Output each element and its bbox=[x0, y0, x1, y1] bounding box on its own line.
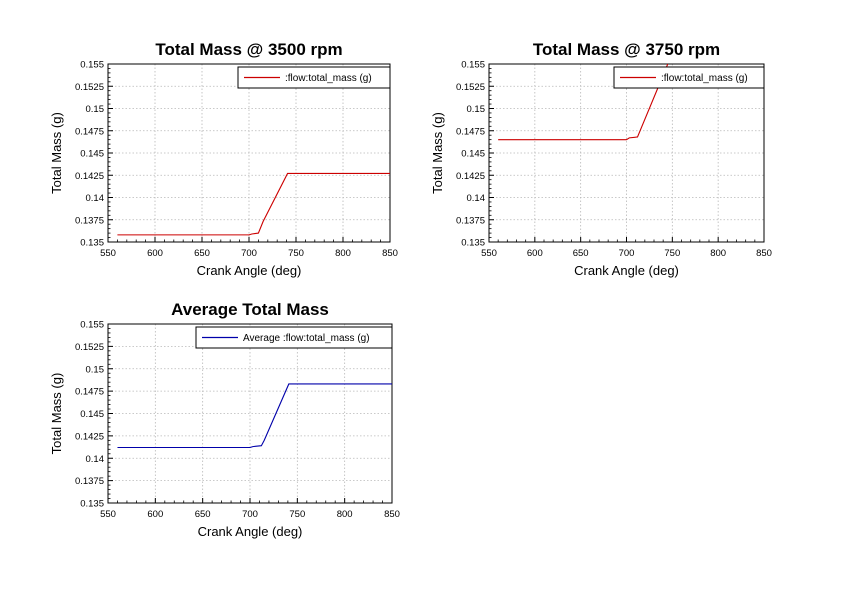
x-tick-label: 750 bbox=[288, 248, 304, 259]
legend-label: :flow:total_mass (g) bbox=[661, 73, 748, 84]
chart-2: 550 600 650 700 750 800 850 0.135 0.1375 0.14 0.14… bbox=[430, 40, 772, 278]
y-tick-label: 0.135 bbox=[80, 238, 104, 249]
y-tick-label: 0.15 bbox=[86, 364, 105, 375]
legend-label: :flow:total_mass (g) bbox=[285, 73, 372, 84]
y-tick-label: 0.155 bbox=[80, 320, 104, 331]
legend-box bbox=[237, 66, 391, 89]
y-tick-label: 0.1425 bbox=[456, 171, 485, 182]
y-tick-label: 0.135 bbox=[461, 238, 485, 249]
y-tick-label: 0.1425 bbox=[75, 171, 104, 182]
y-axis-label: Total Mass (g) bbox=[49, 112, 64, 194]
y-tick-label: 0.135 bbox=[80, 499, 104, 510]
x-tick-label: 650 bbox=[195, 509, 211, 520]
x-tick-label: 700 bbox=[242, 509, 258, 520]
x-tick-label: 550 bbox=[100, 248, 116, 259]
x-tick-label: 550 bbox=[481, 248, 497, 259]
y-tick-label: 0.1525 bbox=[456, 82, 485, 93]
series-line bbox=[117, 172, 390, 236]
chart-3: 550 600 650 700 750 800 850 0.135 0.1375 0.14 0.14… bbox=[49, 300, 400, 539]
x-tick-label: 750 bbox=[664, 248, 680, 259]
x-axis-label: Crank Angle (deg) bbox=[198, 524, 303, 539]
x-tick-label: 700 bbox=[619, 248, 635, 259]
x-tick-label: 550 bbox=[100, 509, 116, 520]
y-tick-label: 0.145 bbox=[461, 149, 485, 160]
x-tick-label: 650 bbox=[573, 248, 589, 259]
y-tick-label: 0.1525 bbox=[75, 82, 104, 93]
y-tick-label: 0.15 bbox=[467, 104, 486, 115]
y-tick-label: 0.145 bbox=[80, 409, 104, 420]
y-tick-label: 0.14 bbox=[86, 454, 105, 465]
x-tick-label: 850 bbox=[384, 509, 400, 520]
y-tick-label: 0.14 bbox=[467, 193, 486, 204]
y-tick-label: 0.1475 bbox=[456, 126, 485, 137]
y-tick-label: 0.1525 bbox=[75, 342, 104, 353]
legend: :flow:total_mass (g) bbox=[237, 66, 391, 89]
legend: Average :flow:total_mass (g) bbox=[195, 326, 393, 349]
y-tick-label: 0.15 bbox=[86, 104, 105, 115]
y-tick-label: 0.155 bbox=[80, 60, 104, 71]
legend-box bbox=[195, 326, 393, 349]
y-tick-label: 0.1375 bbox=[75, 215, 104, 226]
x-tick-label: 850 bbox=[756, 248, 772, 259]
y-tick-label: 0.155 bbox=[461, 60, 485, 71]
x-tick-label: 750 bbox=[289, 509, 305, 520]
x-tick-label: 600 bbox=[527, 248, 543, 259]
chart-1: 550 600 650 700 750 800 850 0.135 0.1375 0.14 0.14… bbox=[49, 40, 398, 278]
chart-title: Total Mass @ 3500 rpm bbox=[155, 40, 342, 59]
x-tick-label: 800 bbox=[335, 248, 351, 259]
x-tick-label: 850 bbox=[382, 248, 398, 259]
x-tick-label: 600 bbox=[147, 509, 163, 520]
y-tick-label: 0.1425 bbox=[75, 431, 104, 442]
x-axis-label: Crank Angle (deg) bbox=[197, 263, 302, 278]
y-tick-label: 0.145 bbox=[80, 149, 104, 160]
y-tick-label: 0.1375 bbox=[456, 215, 485, 226]
series-line bbox=[117, 383, 392, 449]
y-tick-label: 0.1475 bbox=[75, 387, 104, 398]
y-axis-label: Total Mass (g) bbox=[430, 112, 445, 194]
legend-box bbox=[613, 66, 765, 89]
chart-title: Total Mass @ 3750 rpm bbox=[533, 40, 720, 59]
y-tick-label: 0.1375 bbox=[75, 476, 104, 487]
x-axis-label: Crank Angle (deg) bbox=[574, 263, 679, 278]
x-tick-label: 800 bbox=[337, 509, 353, 520]
y-tick-label: 0.1475 bbox=[75, 126, 104, 137]
x-tick-label: 800 bbox=[710, 248, 726, 259]
legend: :flow:total_mass (g) bbox=[613, 66, 765, 89]
chart-title: Average Total Mass bbox=[171, 300, 329, 319]
x-tick-label: 650 bbox=[194, 248, 210, 259]
y-axis-label: Total Mass (g) bbox=[49, 373, 64, 455]
y-tick-label: 0.14 bbox=[86, 193, 105, 204]
x-tick-label: 700 bbox=[241, 248, 257, 259]
legend-label: Average :flow:total_mass (g) bbox=[243, 333, 370, 344]
x-tick-label: 600 bbox=[147, 248, 163, 259]
